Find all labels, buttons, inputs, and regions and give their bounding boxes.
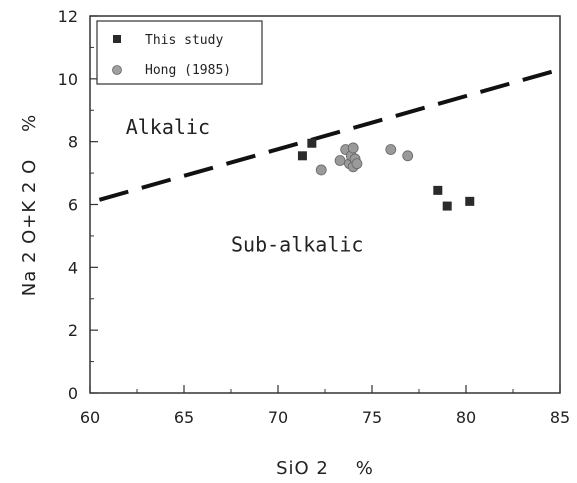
x-tick-label: 85 bbox=[550, 408, 570, 427]
region-label: Sub-alkalic bbox=[231, 233, 363, 257]
data-point-hong-1985 bbox=[347, 142, 359, 154]
x-tick-label: 75 bbox=[362, 408, 382, 427]
x-tick-label: 70 bbox=[268, 408, 288, 427]
data-point-this-study bbox=[465, 196, 475, 206]
legend: This study Hong (1985) bbox=[96, 20, 263, 85]
legend-marker-this-study bbox=[113, 35, 121, 43]
y-tick-label: 6 bbox=[68, 196, 78, 215]
data-point-this-study bbox=[433, 185, 443, 195]
alkalic-divider-line bbox=[98, 67, 561, 202]
divider-layer bbox=[98, 67, 561, 202]
data-point-hong-1985 bbox=[334, 155, 346, 166]
y-tick-label: 10 bbox=[58, 70, 78, 89]
y-tick-label: 0 bbox=[68, 384, 78, 403]
legend-label-hong: Hong (1985) bbox=[145, 63, 231, 78]
data-point-hong-1985 bbox=[351, 158, 363, 170]
data-point-hong-1985 bbox=[315, 164, 327, 176]
x-tick-label: 65 bbox=[174, 408, 194, 427]
data-point-hong-1985 bbox=[402, 150, 414, 162]
data-point-this-study bbox=[307, 138, 317, 148]
y-tick-label: 2 bbox=[68, 321, 78, 340]
x-tick-label: 80 bbox=[456, 408, 476, 427]
data-point-hong-1985 bbox=[385, 144, 397, 155]
legend-marker-hong bbox=[112, 65, 122, 75]
legend-label-this-study: This study bbox=[145, 33, 223, 48]
region-label: Alkalic bbox=[126, 115, 210, 139]
data-point-this-study bbox=[297, 151, 307, 161]
legend-box bbox=[96, 20, 263, 85]
annotation-layer: Alkalic Sub-alkalic bbox=[126, 115, 364, 257]
plot-frame bbox=[89, 15, 561, 394]
tick-layer: 60 65 70 75 80 85 0 2 4 6 8 10 12 bbox=[58, 7, 571, 427]
data-point-this-study bbox=[442, 201, 452, 211]
points-layer bbox=[297, 138, 475, 211]
x-tick-label: 60 bbox=[80, 408, 100, 427]
y-tick-label: 12 bbox=[58, 7, 78, 26]
x-axis-label: SiO 2 % bbox=[276, 458, 374, 479]
y-tick-label: 4 bbox=[68, 258, 78, 277]
y-axis-label: Na 2 O+K 2 O % bbox=[19, 114, 40, 297]
y-tick-label: 8 bbox=[68, 133, 78, 152]
